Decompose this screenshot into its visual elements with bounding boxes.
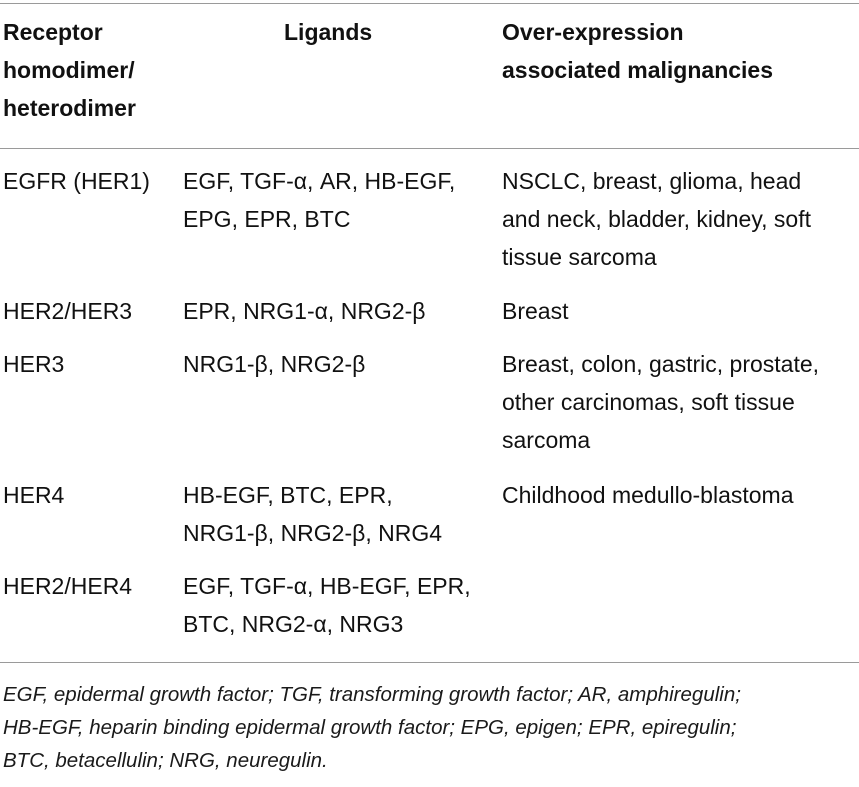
receptor-cell: HER2/HER4 [3,573,133,599]
receptor-cell: HER4 [3,482,65,508]
malignancies-cell-line: and neck, bladder, kidney, soft [502,206,811,232]
ligands-cell-line: EPG, EPR, BTC [183,206,351,232]
malignancies-cell-line: tissue sarcoma [502,244,657,270]
footnote-line: HB-EGF, heparin binding epidermal growth… [3,716,737,739]
ligands-cell-line: BTC, NRG2-α, NRG3 [183,611,404,637]
footnote-line: BTC, betacellulin; NRG, neuregulin. [3,749,328,772]
top-rule [0,3,859,4]
header-rule [0,148,859,149]
ligands-cell-line: HB-EGF, BTC, EPR, [183,482,393,508]
malignancies-cell-line: sarcoma [502,427,591,453]
receptor-cell: EGFR (HER1) [3,168,150,194]
header-malignancies-line-2: associated malignancies [502,57,774,83]
header-receptor-line-2: homodimer/ [3,57,135,83]
header-ligands: Ligands [284,19,373,45]
footnote-line: EGF, epidermal growth factor; TGF, trans… [3,683,741,706]
receptor-cell: HER3 [3,351,65,377]
ligands-cell-line: NRG1-β, NRG2-β, NRG4 [183,520,443,546]
malignancies-cell-line: Childhood medullo-blastoma [502,482,794,508]
malignancies-cell-line: other carcinomas, soft tissue [502,389,795,415]
malignancies-cell-line: Breast, colon, gastric, prostate, [502,351,820,377]
ligands-cell-line: EGF, TGF-α, HB-EGF, EPR, [183,573,471,599]
ligands-cell-line: EGF, TGF-α, AR, HB-EGF, [183,168,456,194]
receptor-cell: HER2/HER3 [3,298,133,324]
bottom-rule [0,662,859,663]
ligands-cell-line: EPR, NRG1-α, NRG2-β [183,298,426,324]
header-receptor-line-1: Receptor [3,19,103,45]
header-malignancies-line-1: Over-expression [502,19,684,45]
malignancies-cell-line: Breast [502,298,569,324]
ligands-cell-line: NRG1-β, NRG2-β [183,351,366,377]
malignancies-cell-line: NSCLC, breast, glioma, head [502,168,802,194]
header-receptor-line-3: heterodimer [3,95,136,121]
table-footnote: EGF, epidermal growth factor; TGF, trans… [3,678,855,777]
